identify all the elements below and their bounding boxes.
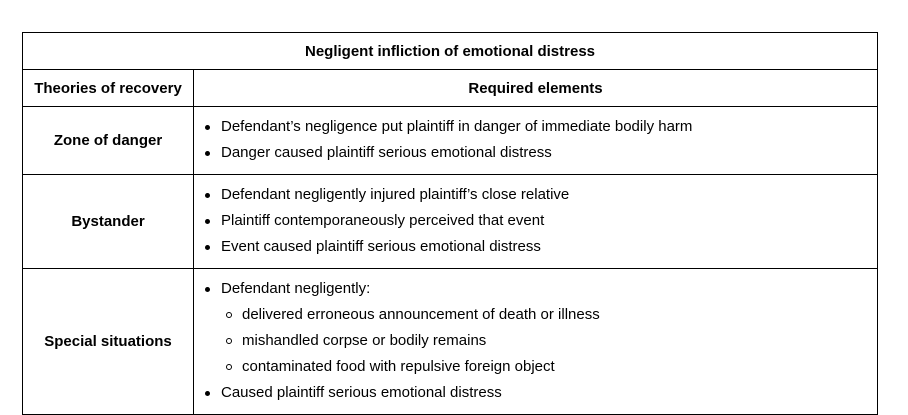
table-title: Negligent infliction of emotional distre… xyxy=(22,32,878,70)
table-row: Special situations Defendant negligently… xyxy=(22,268,878,415)
nied-table: Negligent infliction of emotional distre… xyxy=(22,32,878,415)
theory-cell: Zone of danger xyxy=(22,106,194,175)
elements-cell: Defendant negligently: delivered erroneo… xyxy=(193,268,878,415)
list-item: Defendant negligently injured plaintiff’… xyxy=(194,182,877,208)
sub-list-item: mishandled corpse or bodily remains xyxy=(221,328,877,354)
sub-list-item: delivered erroneous announcement of deat… xyxy=(221,302,877,328)
list-item: Event caused plaintiff serious emotional… xyxy=(194,234,877,260)
element-list: Defendant negligently injured plaintiff’… xyxy=(194,182,877,260)
list-item: Danger caused plaintiff serious emotiona… xyxy=(194,140,877,166)
sub-list-item: contaminated food with repulsive foreign… xyxy=(221,354,877,380)
table-row: Bystander Defendant negligently injured … xyxy=(22,174,878,269)
document-area: Negligent infliction of emotional distre… xyxy=(22,32,878,415)
list-item: Caused plaintiff serious emotional distr… xyxy=(194,380,877,406)
theory-cell: Bystander xyxy=(22,174,194,269)
table-title-row: Negligent infliction of emotional distre… xyxy=(22,32,878,70)
list-item: Defendant negligently: delivered erroneo… xyxy=(194,276,877,380)
header-theories: Theories of recovery xyxy=(22,69,194,107)
header-elements: Required elements xyxy=(193,69,878,107)
sub-list: delivered erroneous announcement of deat… xyxy=(221,302,877,380)
table-header-row: Theories of recovery Required elements xyxy=(22,69,878,107)
element-list: Defendant’s negligence put plaintiff in … xyxy=(194,114,877,166)
table-row: Zone of danger Defendant’s negligence pu… xyxy=(22,106,878,175)
element-list: Defendant negligently: delivered erroneo… xyxy=(194,276,877,406)
list-item: Plaintiff contemporaneously perceived th… xyxy=(194,208,877,234)
list-item-text: Defendant negligently: xyxy=(221,280,371,297)
theory-cell: Special situations xyxy=(22,268,194,415)
elements-cell: Defendant negligently injured plaintiff’… xyxy=(193,174,878,269)
list-item: Defendant’s negligence put plaintiff in … xyxy=(194,114,877,140)
elements-cell: Defendant’s negligence put plaintiff in … xyxy=(193,106,878,175)
